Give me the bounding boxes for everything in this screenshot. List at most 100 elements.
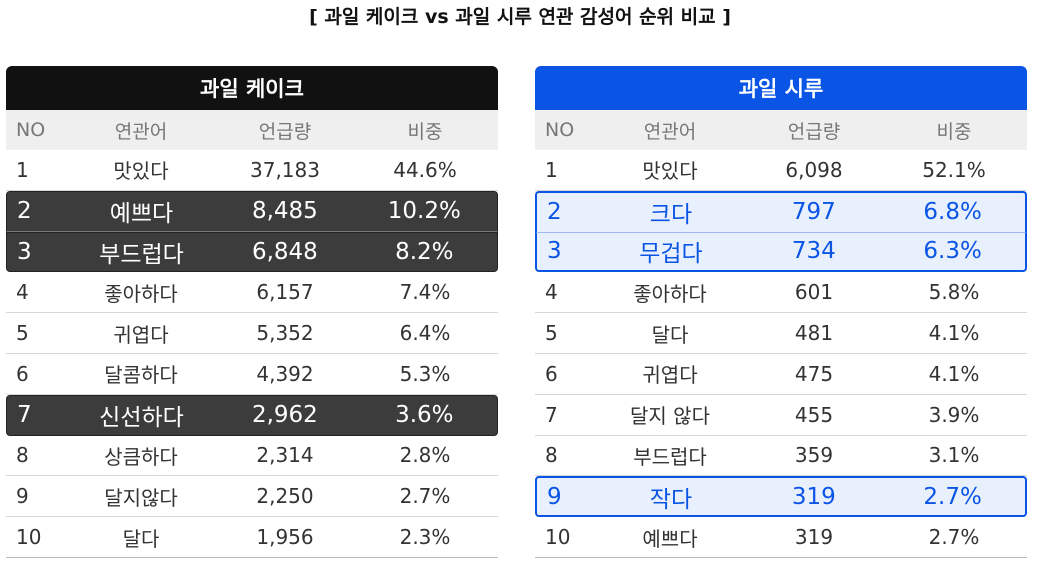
row-no: 2 <box>17 198 32 225</box>
col-share: 비중 <box>936 120 972 143</box>
row-word: 달다 <box>651 322 689 347</box>
row-no: 9 <box>16 484 29 509</box>
table-row: 10 예쁘다 319 2.7% <box>535 517 1027 558</box>
table-row-highlight: 2 예쁘다 8,485 10.2% <box>6 190 498 232</box>
row-word: 신선하다 <box>99 405 184 432</box>
row-word: 좋아하다 <box>633 281 707 306</box>
row-share: 4.1% <box>928 361 980 386</box>
row-count: 319 <box>791 483 836 510</box>
row-share: 8.2% <box>395 238 454 265</box>
table-row: 8 부드럽다 359 3.1% <box>535 436 1027 477</box>
row-share: 6.4% <box>399 321 451 346</box>
table-row: 7 달지 않다 455 3.9% <box>535 395 1027 436</box>
table-row-highlight: 7 신선하다 2,962 3.6% <box>6 394 498 436</box>
row-count: 455 <box>794 402 834 427</box>
row-count: 797 <box>791 199 836 226</box>
row-no: 9 <box>547 483 562 510</box>
row-count: 6,848 <box>251 238 318 265</box>
row-count: 319 <box>794 525 834 550</box>
row-word: 크다 <box>649 202 693 229</box>
row-word: 좋아하다 <box>104 281 178 306</box>
table-row: 1 맛있다 6,098 52.1% <box>535 150 1027 191</box>
table-row: 6 달콤하다 4,392 5.3% <box>6 354 498 395</box>
col-count: 언급량 <box>787 120 841 143</box>
page-title: [ 과일 케이크 vs 과일 시루 연관 감성어 순위 비교 ] <box>309 6 731 28</box>
row-no: 5 <box>545 321 558 346</box>
table-row: 6 귀엽다 475 4.1% <box>535 354 1027 395</box>
col-no: NO <box>16 119 46 141</box>
row-word: 달지않다 <box>104 485 178 510</box>
row-no: 3 <box>17 238 32 265</box>
row-share: 4.1% <box>928 321 980 346</box>
row-no: 4 <box>545 280 558 305</box>
row-word: 맛있다 <box>642 159 698 184</box>
row-share: 2.7% <box>923 483 982 510</box>
col-word: 연관어 <box>114 120 168 143</box>
row-word: 달콤하다 <box>104 363 178 388</box>
fruit-siru-header: 과일 시루 <box>535 66 1027 110</box>
column-header-row: NO 연관어 언급량 비중 <box>6 110 498 150</box>
row-no: 10 <box>545 525 571 550</box>
row-share: 3.9% <box>928 402 980 427</box>
row-word: 무겁다 <box>639 241 703 268</box>
row-count: 4,392 <box>256 361 314 386</box>
row-count: 8,485 <box>251 198 318 225</box>
fruit-cake-table: 과일 케이크 NO 연관어 언급량 비중 1 맛있다 37,183 44.6% … <box>6 66 498 558</box>
table-row: 10 달다 1,956 2.3% <box>6 517 498 558</box>
row-no: 4 <box>16 280 29 305</box>
table-row: 8 상큼하다 2,314 2.8% <box>6 436 498 477</box>
col-word: 연관어 <box>643 120 697 143</box>
col-no: NO <box>545 119 575 141</box>
row-word: 달다 <box>122 526 160 551</box>
row-share: 2.7% <box>399 484 451 509</box>
row-word: 맛있다 <box>113 159 169 184</box>
row-word: 상큼하다 <box>104 444 178 469</box>
table-row: 9 달지않다 2,250 2.7% <box>6 476 498 518</box>
row-share: 44.6% <box>393 157 457 182</box>
row-word: 귀엽다 <box>642 363 698 388</box>
row-count: 37,183 <box>250 157 320 182</box>
row-count: 2,250 <box>256 484 314 509</box>
row-count: 1,956 <box>256 525 314 550</box>
row-count: 359 <box>794 443 834 468</box>
table-row: 5 귀엽다 5,352 6.4% <box>6 313 498 354</box>
row-word: 달지 않다 <box>630 404 710 429</box>
row-no: 6 <box>16 361 29 386</box>
row-share: 6.3% <box>923 238 982 265</box>
row-share: 2.3% <box>399 525 451 550</box>
row-count: 6,098 <box>785 157 843 182</box>
table-row-highlight: 9 작다 319 2.7% <box>535 476 1027 518</box>
table-row: 4 좋아하다 6,157 7.4% <box>6 272 498 314</box>
row-share: 6.8% <box>923 199 982 226</box>
row-share: 10.2% <box>387 198 461 225</box>
row-word: 부드럽다 <box>633 444 707 469</box>
fruit-siru-table: 과일 시루 NO 연관어 언급량 비중 1 맛있다 6,098 52.1% 2 … <box>535 66 1027 558</box>
row-no: 10 <box>16 525 42 550</box>
column-header-row: NO 연관어 언급량 비중 <box>535 110 1027 150</box>
row-share: 52.1% <box>922 157 986 182</box>
row-no: 1 <box>16 157 29 182</box>
table-row: 1 맛있다 37,183 44.6% <box>6 150 498 191</box>
table-row-highlight: 3 무겁다 734 6.3% <box>535 231 1027 273</box>
row-no: 8 <box>545 443 558 468</box>
row-share: 3.6% <box>395 402 454 429</box>
row-count: 5,352 <box>256 321 314 346</box>
row-no: 5 <box>16 321 29 346</box>
row-no: 2 <box>547 199 562 226</box>
row-no: 7 <box>17 402 32 429</box>
row-count: 481 <box>794 321 834 346</box>
row-count: 2,314 <box>256 443 314 468</box>
row-share: 2.8% <box>399 443 451 468</box>
row-word: 예쁘다 <box>109 201 174 228</box>
col-count: 언급량 <box>258 120 312 143</box>
table-row: 4 좋아하다 601 5.8% <box>535 272 1027 314</box>
row-word: 귀엽다 <box>113 322 169 347</box>
row-no: 1 <box>545 157 558 182</box>
table-row-highlight: 3 부드럽다 6,848 8.2% <box>6 231 498 273</box>
row-count: 734 <box>791 238 836 265</box>
row-count: 2,962 <box>251 402 318 429</box>
row-no: 8 <box>16 443 29 468</box>
row-count: 6,157 <box>256 280 314 305</box>
row-share: 5.8% <box>928 280 980 305</box>
row-word: 부드럽다 <box>99 241 184 268</box>
